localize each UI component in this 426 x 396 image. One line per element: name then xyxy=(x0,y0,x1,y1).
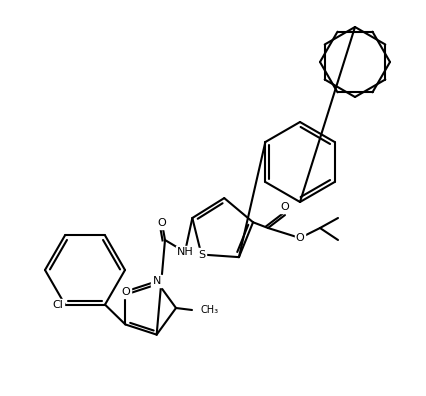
Text: S: S xyxy=(198,249,205,259)
Text: O: O xyxy=(158,218,167,228)
Text: O: O xyxy=(121,287,130,297)
Text: NH: NH xyxy=(177,247,193,257)
Text: N: N xyxy=(153,276,161,286)
Text: O: O xyxy=(281,202,289,212)
Text: CH₃: CH₃ xyxy=(200,305,218,315)
Text: Cl: Cl xyxy=(52,300,63,310)
Text: O: O xyxy=(296,233,304,243)
